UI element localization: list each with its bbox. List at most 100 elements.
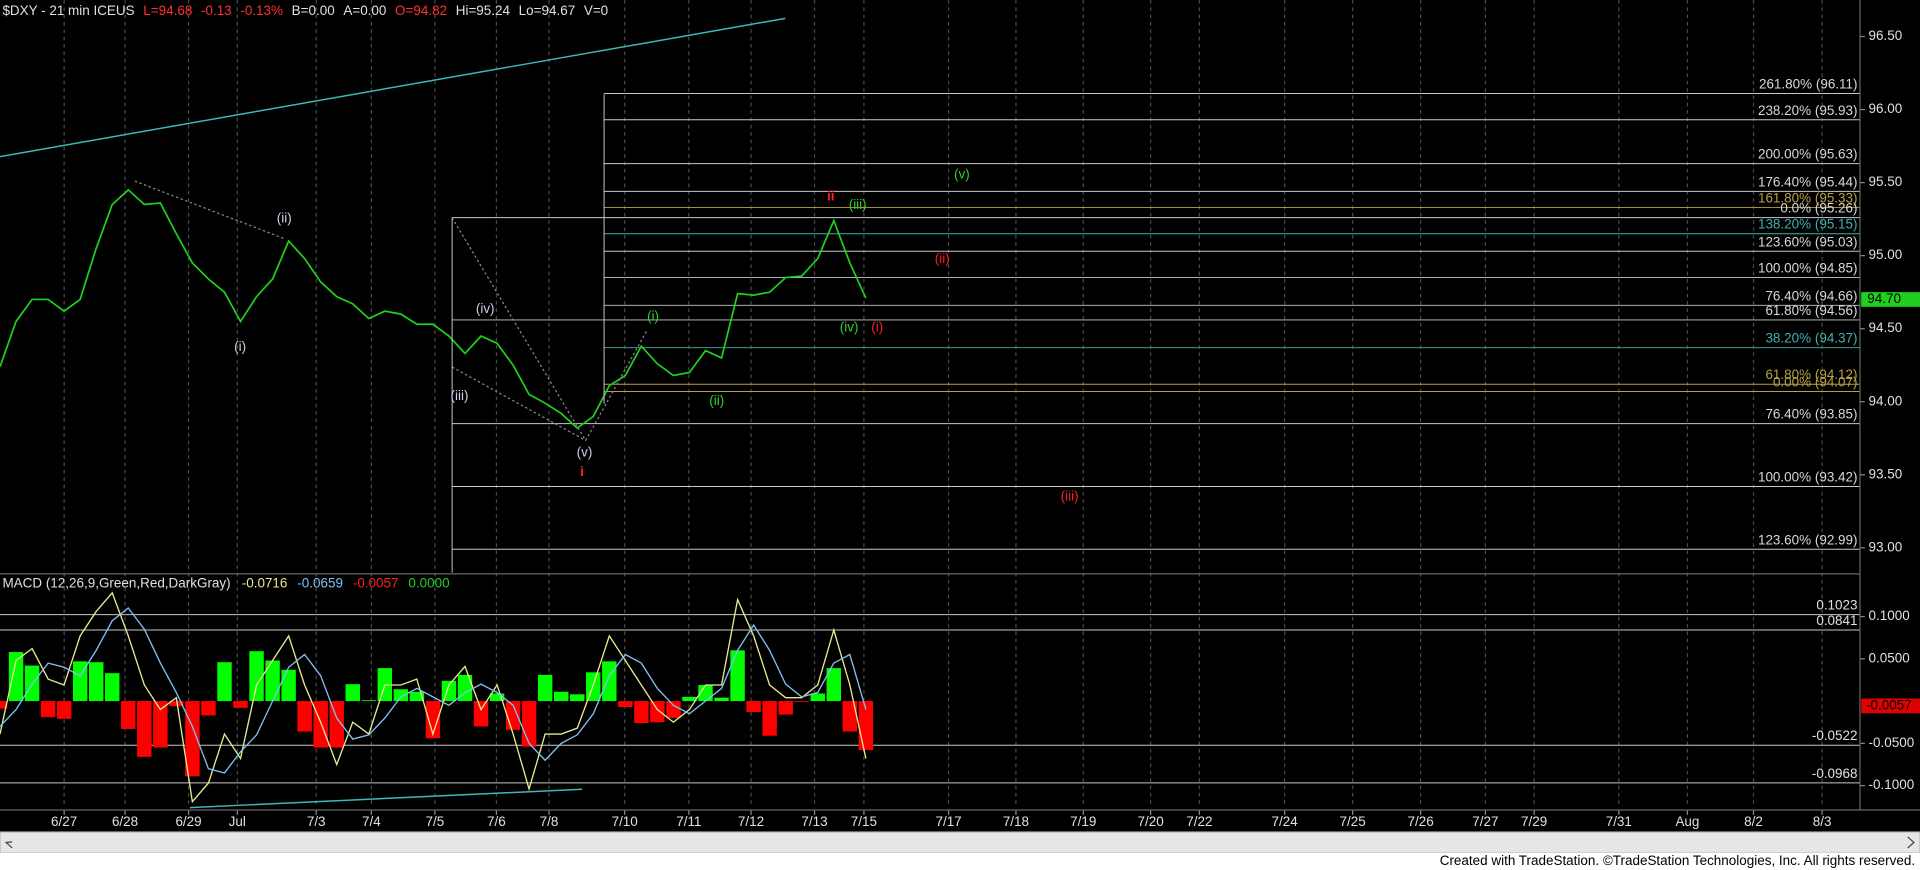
fib-label: 100.00% (94.85) [1758, 261, 1858, 276]
wave-label: i [580, 464, 584, 479]
histogram-bar [233, 701, 248, 708]
wave-guide [134, 180, 285, 240]
volume: V=0 [584, 3, 608, 18]
legend-value: -0.0659 [297, 575, 343, 590]
macd-level-label: -0.0968 [1812, 766, 1858, 781]
histogram-bar [473, 701, 489, 727]
histogram-bar [297, 701, 312, 732]
x-tick-label: 6/27 [51, 814, 77, 829]
open: O=94.82 [395, 3, 447, 18]
wave-guide [585, 330, 648, 441]
wave-labels: (i) (ii) (iii) (iv) (v) i (i) (ii) (iii)… [234, 167, 1078, 504]
scrollbar[interactable] [0, 831, 1920, 854]
histogram-bar [618, 701, 633, 707]
histogram-bar [778, 701, 793, 715]
wave-label: (ii) [935, 251, 950, 266]
footer: Created with TradeStation. ©TradeStation… [1440, 853, 1915, 868]
y-tick-label: 0.1000 [1869, 608, 1910, 623]
wave-label: (i) [647, 308, 659, 323]
histogram-bar [441, 680, 457, 702]
x-tick-label: 7/11 [676, 814, 701, 829]
fib-label: 100.00% (93.42) [1758, 469, 1858, 484]
histogram-bar [121, 701, 136, 729]
y-tick-label: 94.00 [1869, 393, 1903, 408]
percent: -0.13% [240, 3, 283, 18]
x-tick-label: 6/28 [112, 814, 138, 829]
header: $DXY - 21 min ICEUS L=94.68 -0.13 -0.13%… [2, 3, 608, 18]
histogram-bar [650, 701, 665, 723]
macd-level-label: -0.0522 [1812, 728, 1858, 743]
wave-guide [451, 366, 586, 442]
y-tick-label: 93.00 [1869, 539, 1903, 554]
x-tick-label: 7/29 [1521, 814, 1547, 829]
wave-label: (v) [577, 444, 593, 459]
macd-last-label: -0.0057 [1866, 697, 1912, 712]
histogram-bar [521, 701, 537, 747]
low: Lo=94.67 [519, 3, 576, 18]
x-tick-label: 7/4 [362, 814, 381, 829]
plot-layer: 6/27 6/28 6/29 Jul 7/3 7/4 7/5 7/6 7/8 7/10 7/11 7/… [0, 0, 1920, 829]
x-tick-label: 7/19 [1070, 814, 1096, 829]
histogram-bar [746, 701, 761, 713]
x-tick-label: 7/5 [425, 814, 444, 829]
legend-value: -0.0716 [242, 575, 288, 590]
histogram-bar [570, 694, 585, 702]
wave-label: (ii) [277, 211, 292, 226]
histogram-bar [40, 701, 56, 718]
histogram-bar [265, 660, 280, 702]
last-price-tag [1861, 292, 1920, 307]
fib-label: 161.80% (95.33) [1758, 190, 1858, 205]
histogram-bar [249, 651, 264, 702]
histogram-bar [714, 697, 729, 702]
symbol: $DXY - 21 min ICEUS [2, 3, 134, 18]
y-tick-label: -0.0500 [1869, 735, 1915, 750]
scroll-right[interactable] [1907, 836, 1915, 849]
y-tick-label: 0.0500 [1869, 650, 1910, 665]
fib-label: 123.60% (95.03) [1758, 234, 1858, 249]
x-tick-label: 8/2 [1744, 814, 1763, 829]
histogram-bar [137, 701, 152, 757]
histogram-bar [361, 700, 377, 702]
fib-label: 261.80% (96.11) [1759, 76, 1858, 91]
footer-bar [0, 852, 1920, 870]
x-tick-label: 7/6 [487, 814, 506, 829]
fib-label: 0.00% (94.07) [1773, 375, 1858, 390]
last: L=94.68 [143, 3, 192, 18]
macd-title: MACD (12,26,9,Green,Red,DarkGray) [2, 575, 230, 590]
histogram-bar [56, 701, 72, 719]
histogram-bar [281, 669, 296, 702]
wave-label: (i) [234, 339, 246, 354]
macd-legend: MACD (12,26,9,Green,Red,DarkGray) -0.071… [2, 575, 449, 590]
macd-line [0, 591, 867, 804]
histogram-bar [842, 701, 858, 732]
histogram-bar [730, 650, 745, 702]
fib-label: 238.20% (95.93) [1758, 103, 1858, 118]
histogram-bar [858, 701, 874, 751]
x-tick-label: 7/31 [1606, 814, 1632, 829]
x-tick-label: 7/12 [738, 814, 764, 829]
fib-label: 138.20% (95.15) [1758, 217, 1858, 232]
wave-label: (i) [871, 320, 883, 335]
price-line [0, 188, 867, 430]
fib-label: 38.20% (94.37) [1765, 331, 1857, 346]
x-tick-label: 7/27 [1472, 814, 1498, 829]
histogram-bar [72, 661, 88, 702]
scroll-left[interactable] [4, 841, 13, 849]
fib-label: 76.40% (93.85) [1765, 407, 1857, 422]
trend-line [189, 788, 583, 809]
histogram-bar [425, 701, 441, 739]
x-tick-label: 7/3 [307, 814, 326, 829]
x-tick-label: 7/15 [851, 814, 877, 829]
histogram-bar [537, 674, 553, 702]
histogram-bar [393, 689, 409, 702]
histogram-bar [666, 701, 681, 718]
histogram-bar [313, 701, 328, 748]
histogram-bar [602, 661, 617, 702]
histogram-bar [794, 701, 809, 702]
histogram-bar [762, 701, 777, 736]
x-tick-label: 7/26 [1408, 814, 1434, 829]
macd-line [0, 607, 867, 774]
wave-label: (iii) [849, 197, 867, 212]
macd-last-tag [1861, 698, 1920, 714]
